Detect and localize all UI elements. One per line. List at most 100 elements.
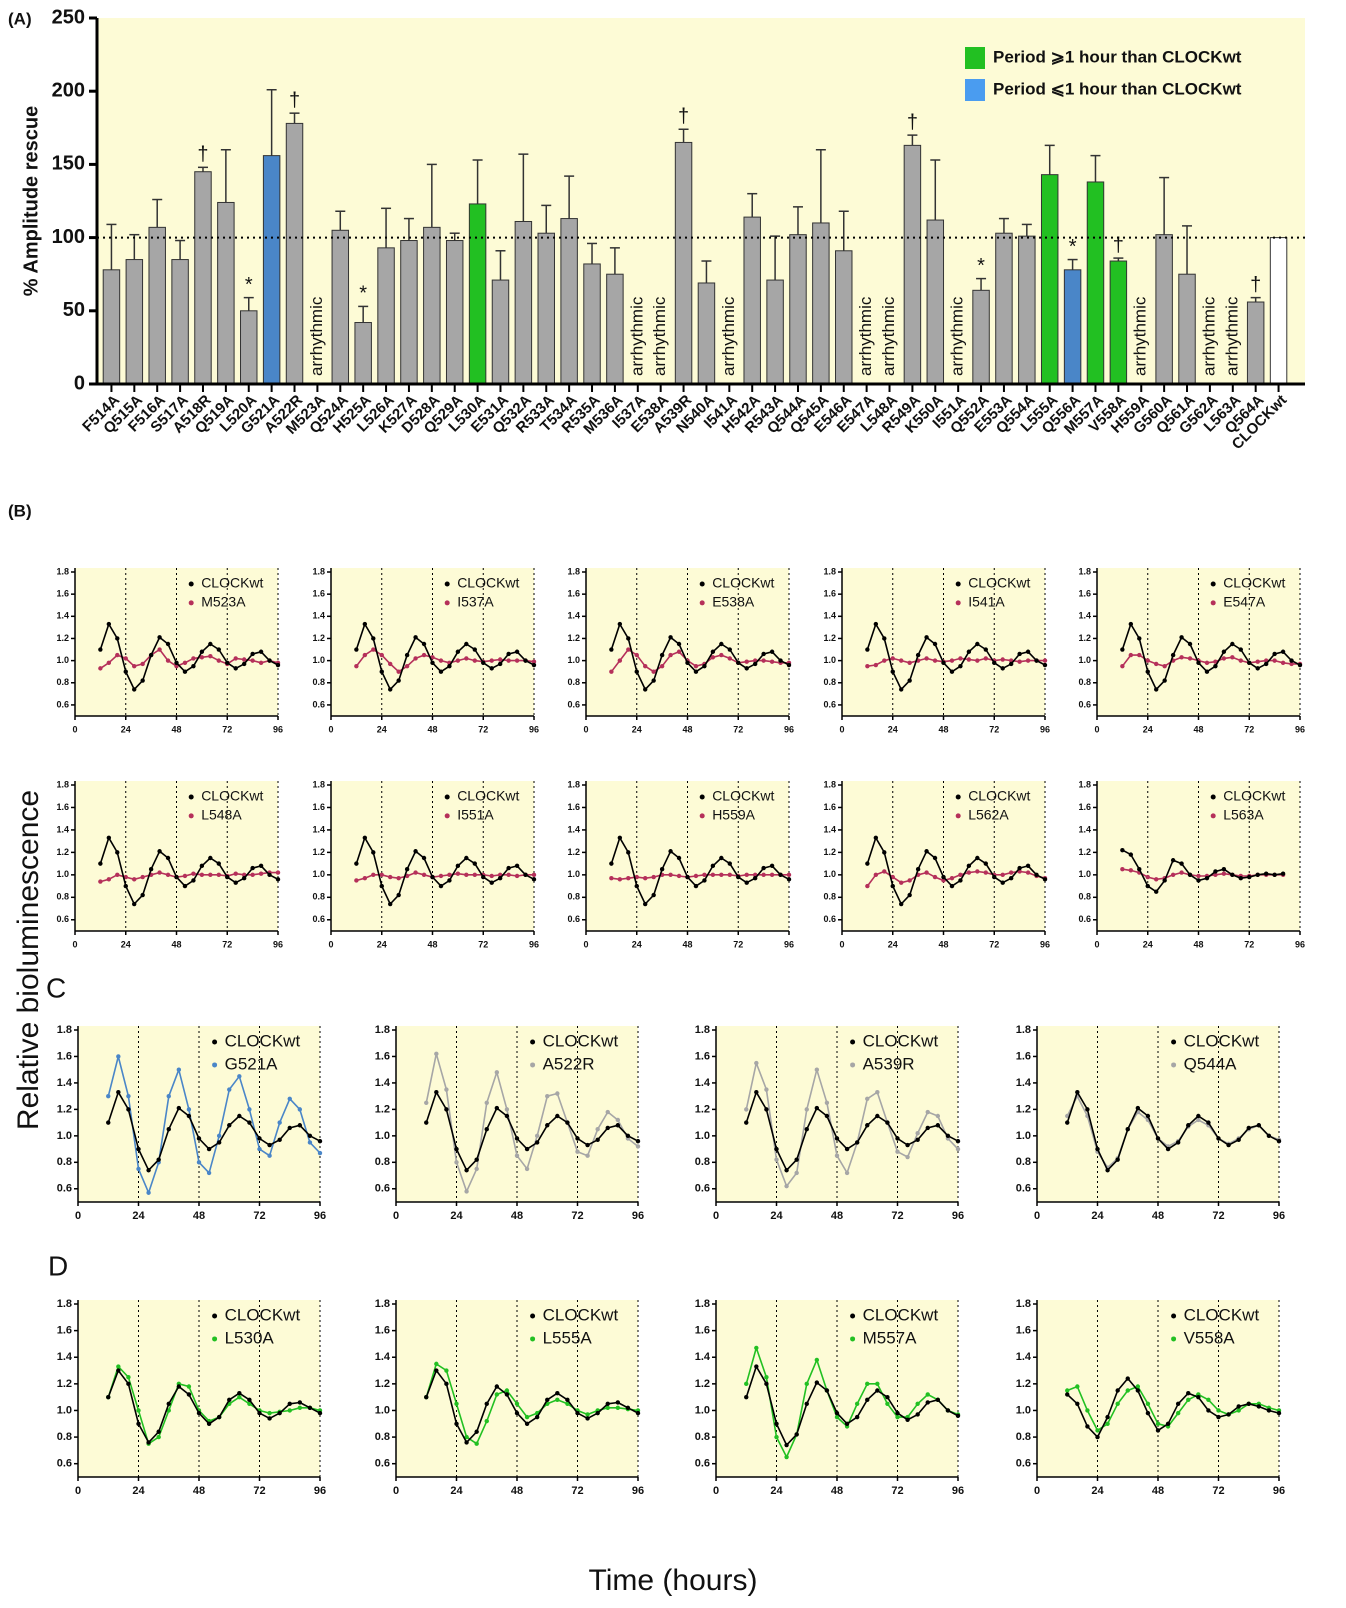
legend-label: G521A (225, 1054, 279, 1073)
data-point (1221, 867, 1227, 872)
data-point (719, 872, 724, 878)
legend-marker (955, 794, 961, 800)
data-point (595, 1137, 600, 1143)
x-tick-label: 0 (72, 724, 77, 734)
data-point (438, 883, 444, 889)
data-point (126, 1093, 131, 1099)
x-tick-label: 24 (132, 1485, 145, 1497)
data-point (379, 883, 384, 889)
legend-marker (1210, 581, 1216, 587)
x-tick-label: 48 (427, 724, 437, 734)
y-tick-label: 0 (74, 372, 85, 394)
series-line (610, 623, 790, 691)
y-tick-label: 0.8 (375, 1156, 390, 1168)
data-point (506, 872, 511, 878)
data-point (865, 1123, 870, 1128)
data-point (464, 855, 469, 861)
y-tick-label: 1.8 (312, 779, 325, 789)
data-point (761, 651, 766, 657)
series-line (866, 837, 1046, 905)
data-point (140, 892, 145, 898)
x-tick-label: 72 (571, 1485, 583, 1497)
data-point (719, 652, 724, 658)
data-point (1255, 659, 1260, 664)
data-point (895, 1149, 900, 1154)
data-point (106, 660, 112, 666)
data-point (123, 883, 128, 889)
y-tick-label: 1.8 (695, 1024, 710, 1036)
legend-label: V558A (1184, 1328, 1236, 1347)
data-point (1025, 658, 1031, 663)
data-point (106, 877, 112, 882)
data-point (233, 656, 238, 661)
data-point (267, 1410, 272, 1416)
data-point (609, 861, 614, 866)
data-point (379, 652, 384, 658)
data-point (216, 1140, 222, 1145)
legend-label: CLOCKwt (1223, 788, 1285, 804)
data-point (545, 1093, 550, 1099)
y-tick-label: 0.6 (312, 914, 325, 924)
data-point (484, 1418, 489, 1424)
data-point (1115, 1388, 1120, 1393)
data-point (769, 863, 775, 869)
data-point (605, 1109, 610, 1115)
data-point (1246, 1401, 1251, 1407)
data-point (727, 861, 732, 866)
data-point (430, 655, 435, 660)
y-tick-label: 1.8 (1016, 1024, 1031, 1036)
data-point (1186, 1123, 1191, 1128)
data-point (362, 835, 368, 840)
data-point (895, 1136, 900, 1141)
data-point (895, 1410, 900, 1416)
y-tick-label: 0.8 (695, 1431, 710, 1443)
data-point (534, 1414, 540, 1420)
y-tick-label: 1.4 (567, 824, 580, 834)
legend-marker (212, 1336, 218, 1342)
y-tick-label: 1.6 (1078, 802, 1091, 812)
data-point (899, 658, 904, 663)
y-tick-label: 1.0 (57, 1130, 72, 1142)
data-point (814, 1067, 820, 1072)
data-point (165, 658, 171, 663)
data-point (693, 873, 699, 879)
legend-marker (1210, 794, 1216, 800)
plot-background (1097, 568, 1300, 716)
data-point (464, 1168, 469, 1173)
data-point (421, 872, 427, 878)
data-point (955, 1138, 961, 1144)
y-tick-label: 1.0 (567, 655, 580, 665)
x-tick-label: 48 (1152, 1210, 1164, 1222)
data-point (1115, 1401, 1120, 1407)
data-point (354, 663, 359, 669)
data-point (297, 1107, 303, 1112)
data-point (983, 861, 988, 866)
data-point (932, 874, 938, 880)
data-point (225, 660, 230, 666)
data-point (237, 1394, 242, 1400)
data-point (1204, 669, 1210, 674)
data-point (824, 1113, 830, 1119)
data-point (404, 867, 410, 872)
legend-marker (444, 794, 450, 800)
data-point (1196, 873, 1201, 879)
data-point (388, 874, 393, 880)
y-tick-label: 1.6 (1016, 1325, 1031, 1337)
data-point (651, 874, 656, 880)
bar (1155, 234, 1173, 385)
y-tick-label: 100 (52, 226, 85, 248)
legend-label: L555A (543, 1328, 593, 1347)
data-point (237, 1113, 242, 1119)
legend-marker (1171, 1336, 1177, 1342)
bar (102, 269, 121, 385)
data-point (1042, 658, 1048, 663)
x-tick-label: 48 (831, 1210, 843, 1222)
bar (1063, 269, 1082, 385)
data-point (693, 883, 699, 889)
data-point (115, 850, 120, 855)
data-point (241, 657, 247, 662)
data-point (157, 635, 162, 640)
y-tick-label: 1.6 (567, 589, 580, 599)
data-point (595, 1410, 600, 1416)
series-line (745, 1091, 959, 1171)
